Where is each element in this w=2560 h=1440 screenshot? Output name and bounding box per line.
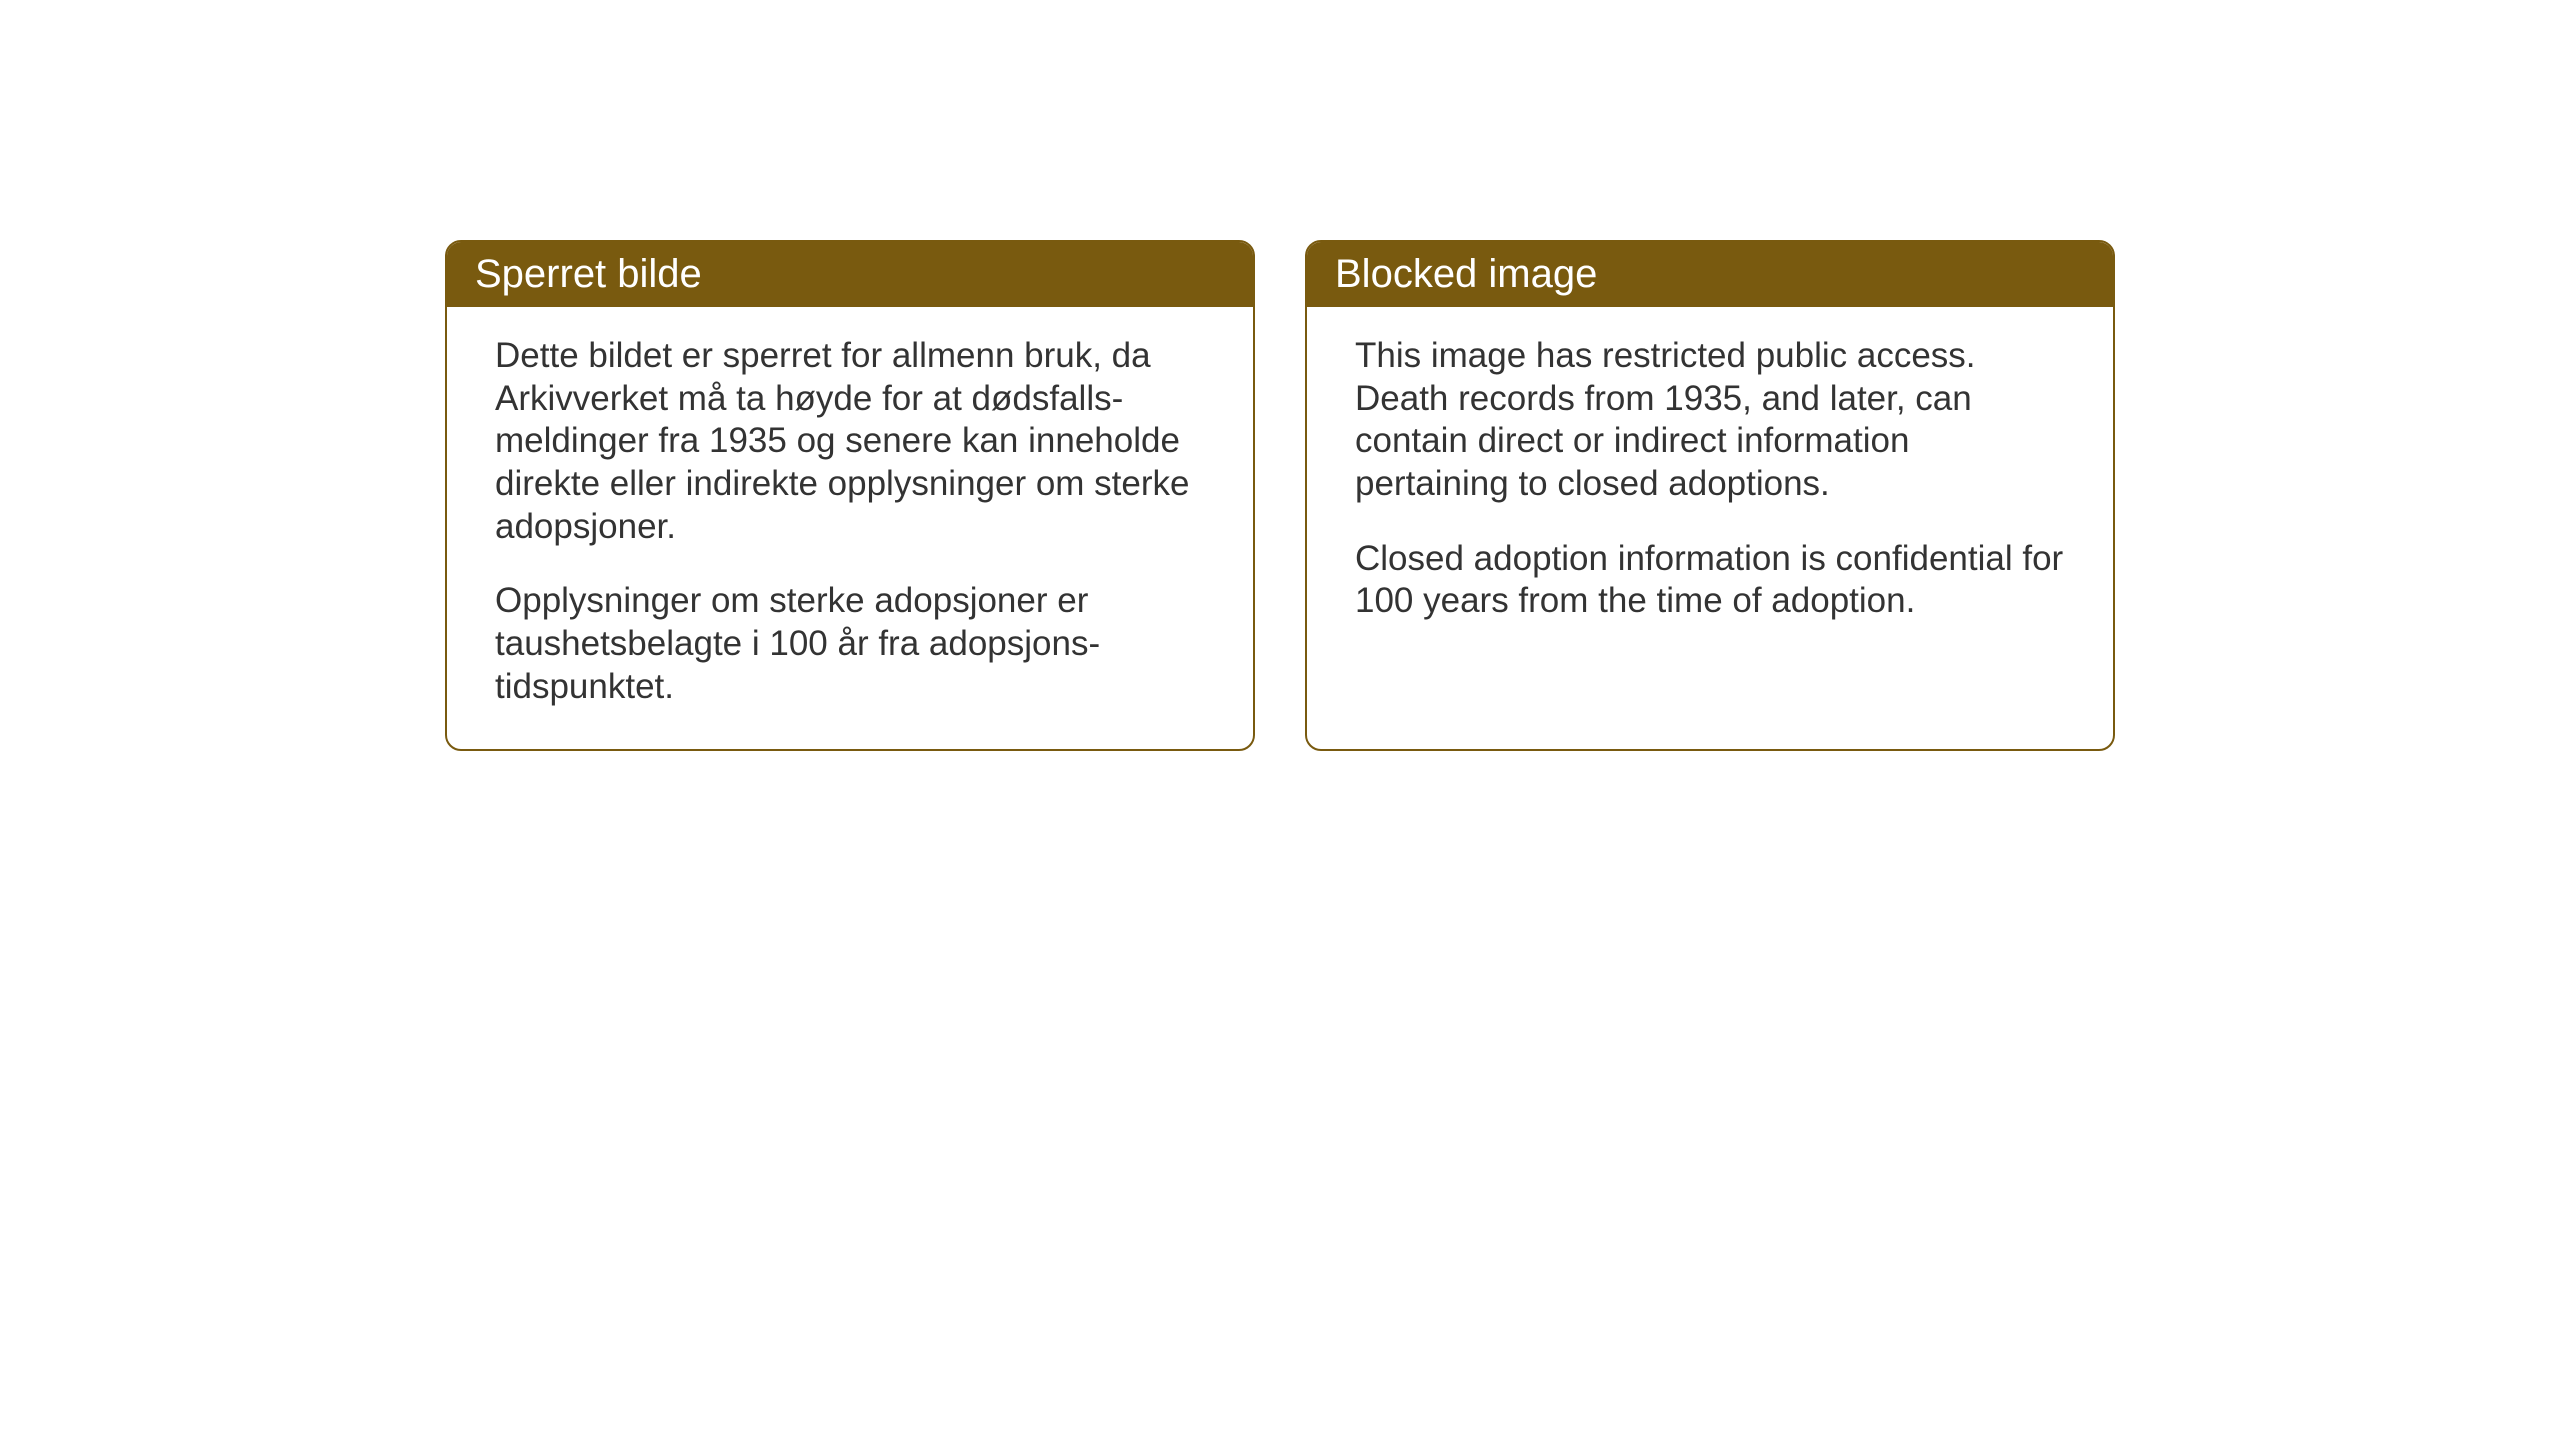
- card-norwegian-title: Sperret bilde: [475, 252, 702, 296]
- card-english-body: This image has restricted public access.…: [1307, 307, 2113, 663]
- card-norwegian-header: Sperret bilde: [447, 242, 1253, 307]
- card-norwegian: Sperret bilde Dette bildet er sperret fo…: [445, 240, 1255, 751]
- card-english-paragraph-2: Closed adoption information is confident…: [1355, 538, 2065, 623]
- card-english-paragraph-1: This image has restricted public access.…: [1355, 335, 2065, 506]
- card-english: Blocked image This image has restricted …: [1305, 240, 2115, 751]
- card-norwegian-paragraph-2: Opplysninger om sterke adopsjoner er tau…: [495, 580, 1205, 708]
- card-english-header: Blocked image: [1307, 242, 2113, 307]
- cards-container: Sperret bilde Dette bildet er sperret fo…: [445, 240, 2115, 751]
- card-english-title: Blocked image: [1335, 252, 1597, 296]
- card-norwegian-paragraph-1: Dette bildet er sperret for allmenn bruk…: [495, 335, 1205, 548]
- card-norwegian-body: Dette bildet er sperret for allmenn bruk…: [447, 307, 1253, 749]
